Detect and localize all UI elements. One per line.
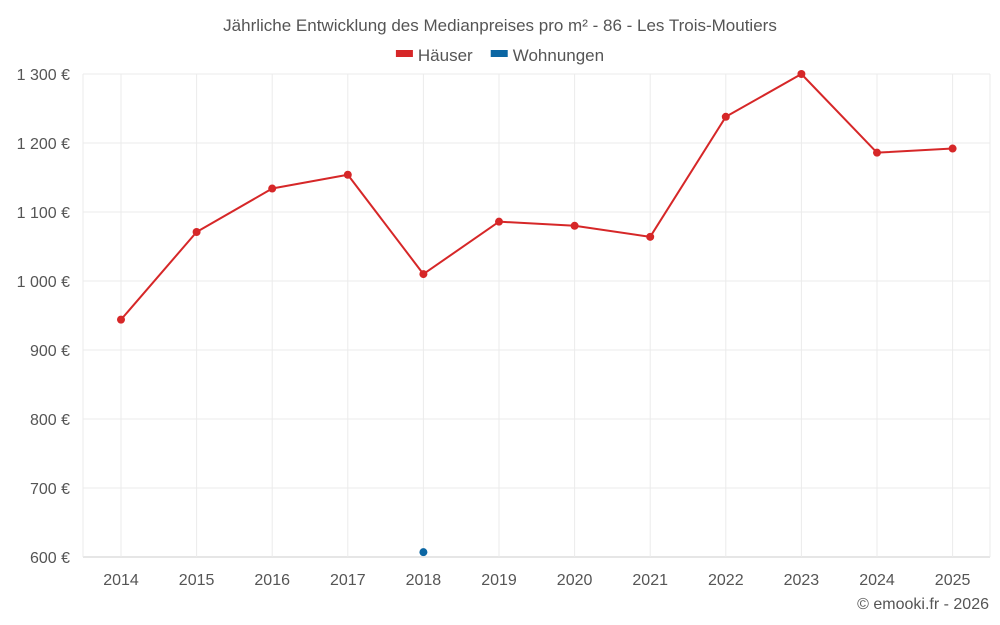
chart-series	[117, 70, 957, 557]
legend-item-wohnungen[interactable]: Wohnungen	[490, 46, 604, 65]
y-tick-label: 1 100 €	[17, 205, 70, 222]
y-tick-label: 800 €	[30, 412, 70, 429]
x-tick-label: 2017	[330, 572, 366, 589]
data-point[interactable]	[117, 315, 125, 324]
data-point[interactable]	[343, 170, 352, 179]
series-wohnungen	[419, 548, 428, 557]
data-point[interactable]	[495, 217, 503, 226]
x-tick-label: 2025	[935, 572, 971, 589]
x-tick-label: 2015	[179, 572, 215, 589]
y-tick-label: 600 €	[30, 550, 70, 567]
chart-credit: © emooki.fr - 2026	[857, 596, 989, 613]
data-point[interactable]	[419, 270, 428, 279]
data-point[interactable]	[797, 70, 806, 78]
x-tick-label: 2022	[708, 572, 744, 589]
y-tick-label: 1 300 €	[17, 67, 70, 84]
x-tick-label: 2024	[859, 572, 895, 589]
x-tick-label: 2016	[254, 572, 290, 589]
x-tick-label: 2014	[103, 572, 139, 589]
series-haeuser	[117, 70, 957, 324]
y-tick-label: 1 200 €	[17, 136, 70, 153]
x-tick-label: 2018	[406, 572, 442, 589]
y-tick-label: 1 000 €	[17, 274, 70, 291]
chart-grid	[82, 73, 991, 558]
legend-swatch	[490, 50, 508, 57]
chart-legend: Häuser Wohnungen	[395, 46, 604, 65]
y-tick-label: 700 €	[30, 481, 70, 498]
x-axis-tick-labels: 2014 2015 2016 2017 2018 2019 2020 2021 2022 2023…	[103, 572, 970, 589]
data-point[interactable]	[721, 112, 730, 121]
data-point[interactable]	[948, 144, 957, 153]
y-axis-tick-labels: 600 € 700 € 800 € 900 € 1 000 € 1 100 € 1 200 …	[17, 67, 70, 567]
data-point[interactable]	[873, 148, 881, 157]
x-tick-label: 2023	[784, 572, 820, 589]
legend-label: Wohnungen	[513, 46, 604, 65]
legend-swatch	[395, 50, 413, 57]
data-point[interactable]	[419, 548, 428, 557]
data-point[interactable]	[646, 232, 655, 241]
legend-item-haeuser[interactable]: Häuser	[395, 46, 473, 65]
x-tick-label: 2019	[481, 572, 517, 589]
x-tick-label: 2021	[632, 572, 668, 589]
data-point[interactable]	[268, 184, 277, 193]
x-tick-label: 2020	[557, 572, 593, 589]
chart-title: Jährliche Entwicklung des Medianpreises …	[223, 16, 777, 35]
series-line	[120, 73, 953, 321]
legend-label: Häuser	[418, 46, 473, 65]
data-point[interactable]	[570, 221, 579, 230]
data-point[interactable]	[192, 228, 201, 237]
y-tick-label: 900 €	[30, 343, 70, 360]
